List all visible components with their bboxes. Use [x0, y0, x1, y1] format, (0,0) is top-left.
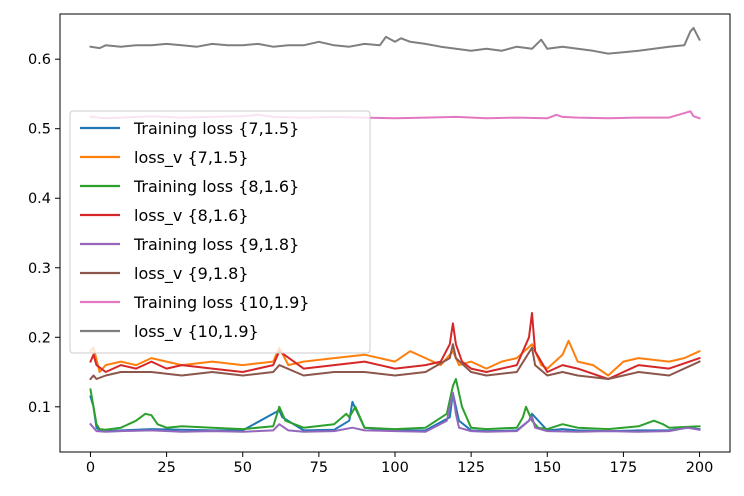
x-tick-label: 125 — [457, 460, 485, 476]
x-tick-label: 25 — [157, 460, 175, 476]
y-tick-label: 0.5 — [28, 122, 51, 138]
x-tick-label: 150 — [533, 460, 561, 476]
y-tick-label: 0.2 — [28, 330, 51, 346]
legend-label: Training loss {7,1.5} — [133, 119, 299, 138]
legend-label: loss_v {7,1.5} — [134, 148, 249, 168]
series-line-2 — [89, 339, 701, 377]
y-tick-label: 0.6 — [28, 52, 51, 68]
legend: Training loss {7,1.5} loss_v {7,1.5} Train… — [69, 110, 371, 354]
x-tick-label: 175 — [610, 460, 638, 476]
series-line-3 — [89, 378, 701, 431]
series-line-8 — [89, 26, 701, 55]
legend-box — [69, 110, 371, 354]
y-tick-label: 0.1 — [28, 400, 51, 416]
series-line-5 — [89, 391, 701, 433]
series-line-6 — [89, 343, 701, 381]
legend-label: Training loss {8,1.6} — [133, 177, 299, 196]
x-tick-label: 50 — [234, 460, 252, 476]
axes: 0 25 50 75 100 125 150 175 200 0.1 0.2 0.3 0.4 0.5 0.6 — [28, 13, 731, 476]
y-tick-label: 0.4 — [28, 191, 51, 207]
y-tick-label: 0.3 — [28, 261, 51, 277]
x-tick-label: 0 — [86, 460, 95, 476]
legend-label: loss_v {10,1.9} — [134, 322, 259, 342]
series-line-4 — [89, 312, 701, 380]
legend-label: loss_v {9,1.8} — [134, 264, 249, 284]
x-tick-label: 75 — [310, 460, 328, 476]
x-tick-label: 100 — [381, 460, 409, 476]
legend-label: loss_v {8,1.6} — [134, 206, 249, 226]
legend-label: Training loss {9,1.8} — [133, 235, 299, 254]
x-tick-label: 200 — [686, 460, 714, 476]
series-line-1 — [89, 391, 701, 433]
plot-area — [89, 26, 701, 433]
legend-label: Training loss {10,1.9} — [133, 293, 309, 312]
